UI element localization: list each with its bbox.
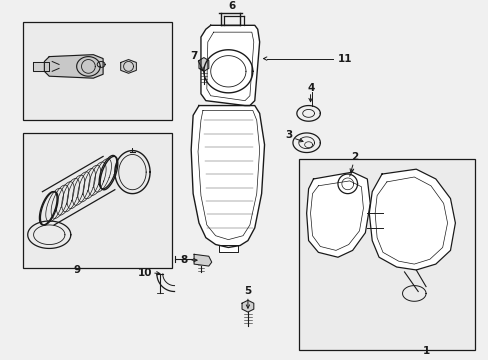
Text: 2: 2: [350, 152, 358, 162]
Polygon shape: [218, 246, 238, 252]
Text: 11: 11: [337, 54, 352, 64]
Text: 4: 4: [307, 83, 315, 93]
Text: 3: 3: [285, 130, 292, 140]
Bar: [23, 22, 171, 120]
Polygon shape: [306, 172, 369, 257]
Text: 1: 1: [422, 346, 429, 356]
Polygon shape: [201, 25, 259, 105]
Bar: [298, 159, 474, 350]
Polygon shape: [242, 300, 253, 312]
Text: 10: 10: [138, 268, 152, 278]
Text: 5: 5: [244, 287, 251, 297]
Polygon shape: [44, 55, 103, 78]
Text: 6: 6: [228, 1, 235, 11]
Polygon shape: [191, 105, 264, 247]
Polygon shape: [33, 62, 49, 71]
Text: 9: 9: [73, 265, 80, 275]
Text: 7: 7: [190, 51, 197, 60]
Polygon shape: [199, 58, 208, 71]
Polygon shape: [194, 254, 211, 266]
Text: 8: 8: [181, 255, 187, 265]
Polygon shape: [368, 169, 454, 270]
Bar: [23, 133, 171, 268]
Polygon shape: [121, 59, 136, 73]
